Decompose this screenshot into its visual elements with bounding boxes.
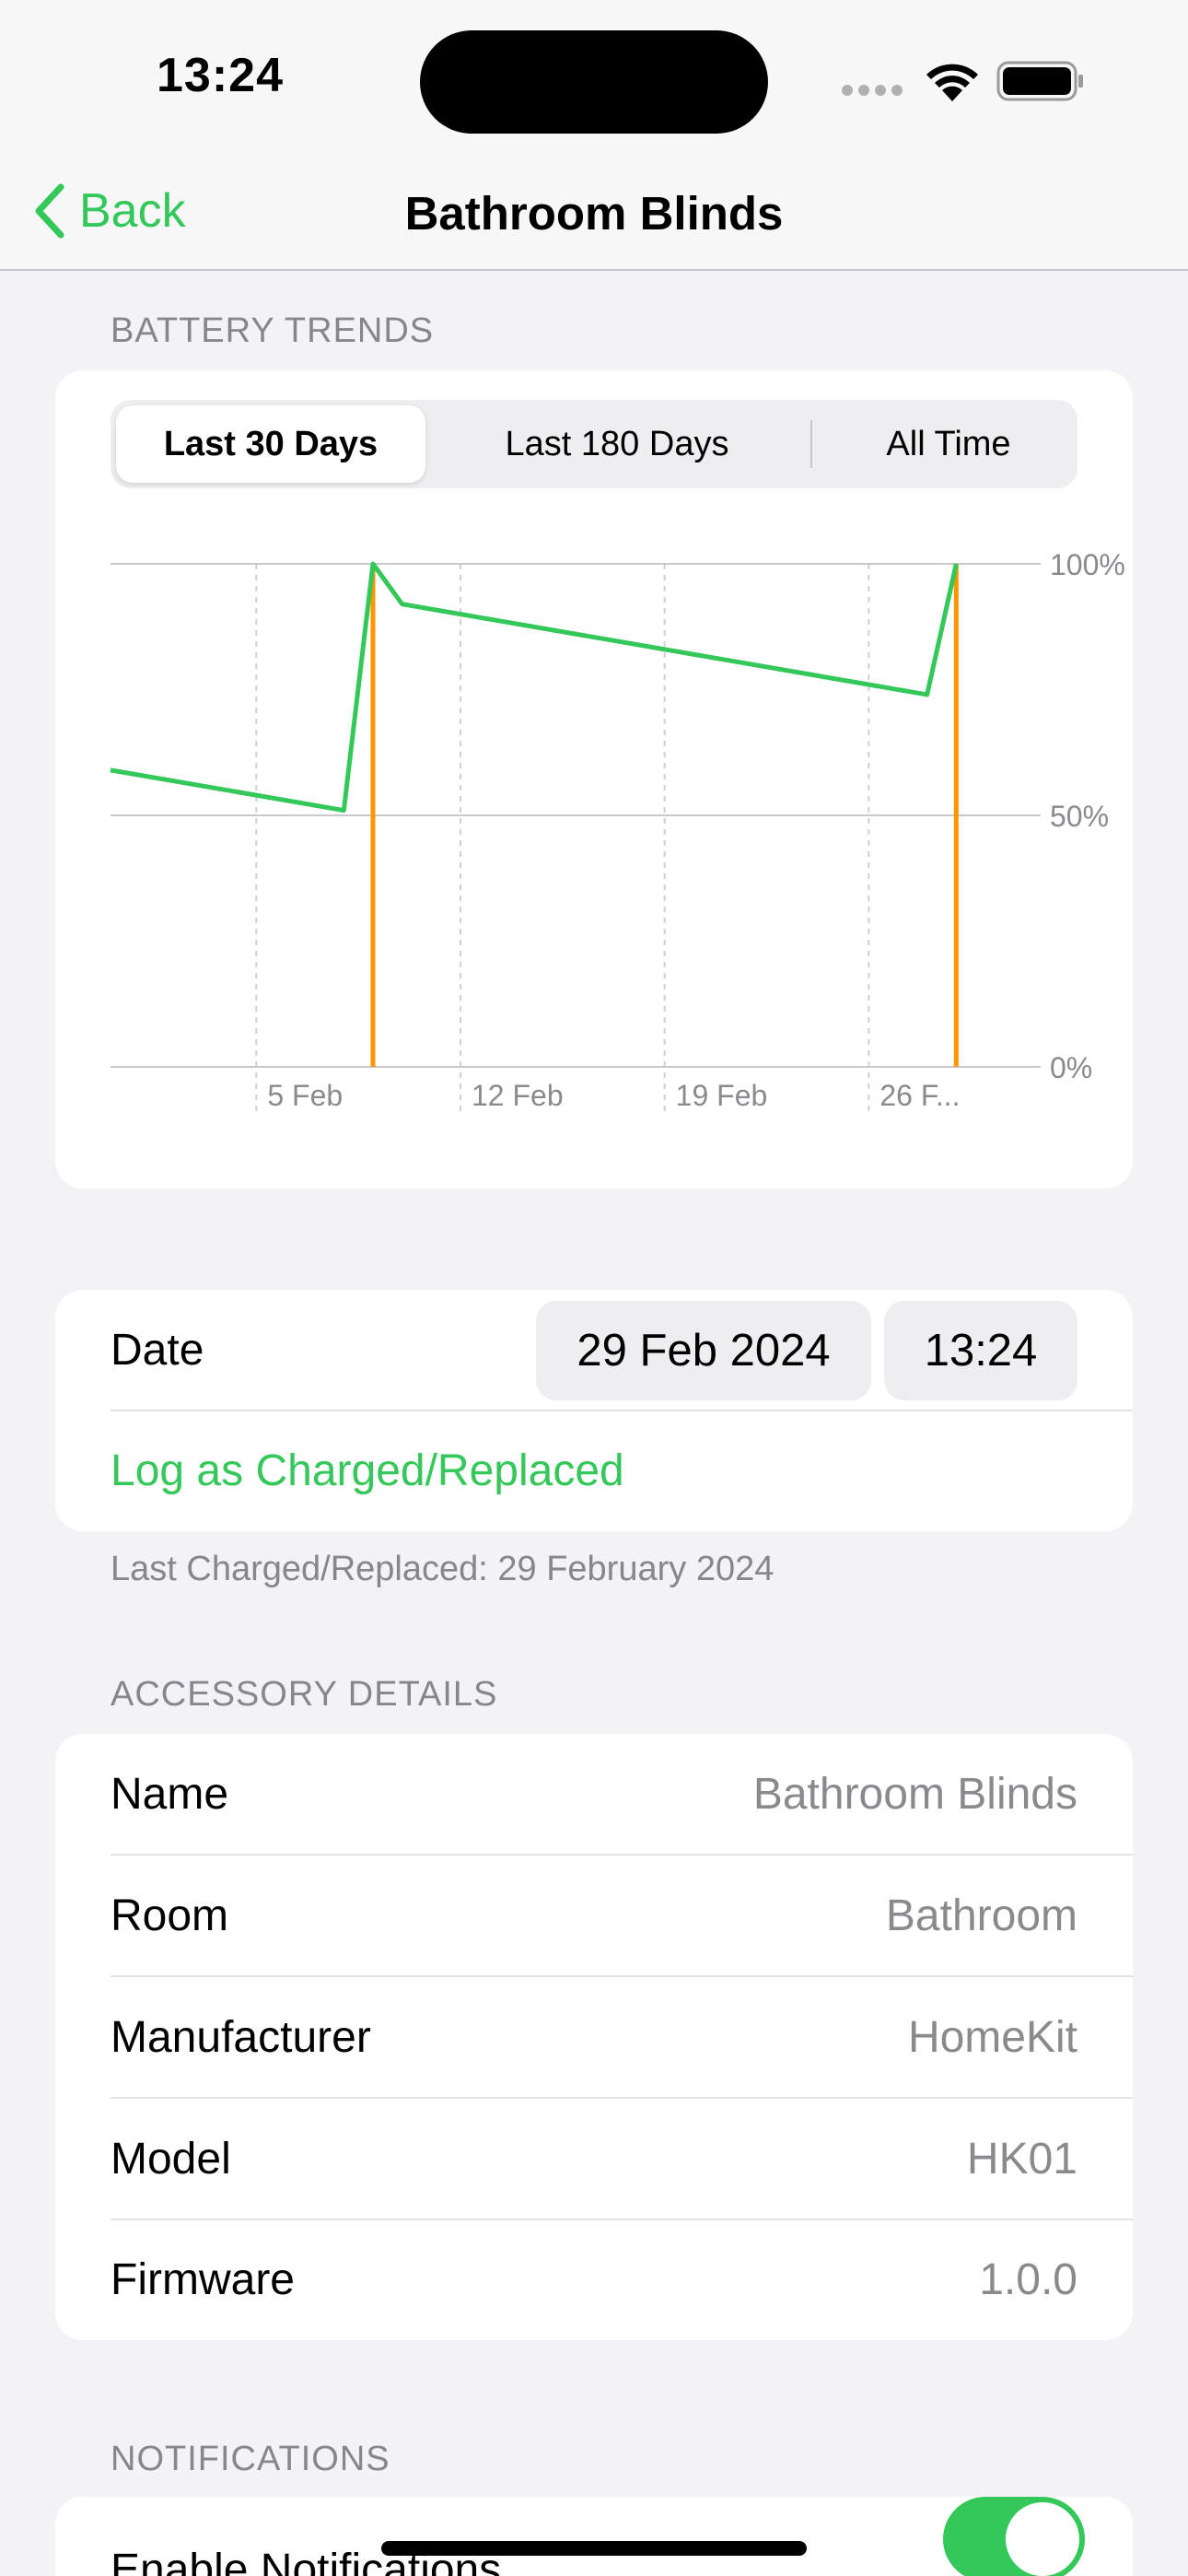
detail-row-firmware: Firmware 1.0.0 bbox=[55, 2220, 1133, 2340]
detail-value: HK01 bbox=[966, 2135, 1077, 2184]
notifications-header: NOTIFICATIONS bbox=[111, 2440, 390, 2478]
detail-row-manufacturer: Manufacturer HomeKit bbox=[55, 1977, 1133, 2099]
y-tick-label: 0% bbox=[1050, 1051, 1092, 1084]
toggle-knob bbox=[1006, 2502, 1079, 2576]
detail-label: Model bbox=[111, 2135, 231, 2184]
y-tick-label: 50% bbox=[1050, 800, 1109, 833]
time-range-segmented-control: Last 30 Days Last 180 Days All Time bbox=[111, 400, 1077, 488]
wifi-icon bbox=[926, 64, 978, 101]
row-separator bbox=[111, 1854, 1133, 1856]
detail-value: HomeKit bbox=[907, 2013, 1077, 2062]
cellular-signal-icon bbox=[842, 85, 903, 96]
time-picker-button[interactable]: 13:24 bbox=[884, 1301, 1077, 1400]
accessory-details-card: Name Bathroom Blinds Room Bathroom Manuf… bbox=[55, 1734, 1133, 2340]
battery-trends-card: Last 30 Days Last 180 Days All Time 5 Fe… bbox=[55, 370, 1133, 1188]
detail-row-room: Room Bathroom bbox=[55, 1856, 1133, 1977]
battery-trends-header: BATTERY TRENDS bbox=[111, 311, 435, 350]
detail-label: Name bbox=[111, 1770, 229, 1819]
x-tick-label: 12 Feb bbox=[472, 1079, 564, 1112]
segment-selection-indicator bbox=[116, 405, 425, 483]
detail-value: Bathroom Blinds bbox=[752, 1770, 1077, 1819]
detail-row-model: Model HK01 bbox=[55, 2099, 1133, 2220]
back-label: Back bbox=[79, 184, 186, 238]
x-tick-label: 26 F... bbox=[879, 1079, 960, 1112]
row-separator bbox=[111, 2097, 1133, 2099]
row-separator bbox=[111, 2219, 1133, 2220]
log-card: Date 29 Feb 2024 13:24 Log as Charged/Re… bbox=[55, 1290, 1133, 1531]
navigation-bar: Back Bathroom Blinds bbox=[0, 157, 1188, 271]
y-tick-label: 100% bbox=[1050, 548, 1125, 581]
status-time: 13:24 bbox=[157, 49, 284, 102]
detail-label: Room bbox=[111, 1891, 229, 1940]
x-tick-label: 5 Feb bbox=[267, 1079, 343, 1112]
last-charged-note: Last Charged/Replaced: 29 February 2024 bbox=[111, 1550, 775, 1588]
date-picker-button[interactable]: 29 Feb 2024 bbox=[536, 1301, 871, 1400]
detail-value: 1.0.0 bbox=[979, 2255, 1077, 2304]
home-indicator bbox=[381, 2541, 807, 2556]
row-separator bbox=[111, 1975, 1133, 1977]
segment-divider bbox=[810, 420, 812, 468]
detail-value: Bathroom bbox=[885, 1891, 1077, 1940]
battery-icon bbox=[996, 61, 1083, 101]
x-tick-label: 19 Feb bbox=[676, 1079, 768, 1112]
chevron-left-icon bbox=[35, 183, 64, 239]
detail-label: Manufacturer bbox=[111, 2013, 371, 2062]
date-row: Date 29 Feb 2024 13:24 bbox=[55, 1290, 1133, 1411]
status-bar: 13:24 bbox=[0, 0, 1188, 157]
date-label: Date bbox=[111, 1326, 204, 1375]
accessory-details-header: ACCESSORY DETAILS bbox=[111, 1675, 498, 1714]
log-charged-button[interactable]: Log as Charged/Replaced bbox=[111, 1446, 624, 1495]
battery-level-line bbox=[110, 561, 959, 814]
battery-trend-chart: 5 Feb 12 Feb 19 Feb 26 F... 100% 50% 0% bbox=[110, 548, 1125, 1113]
segment-all-time[interactable]: All Time bbox=[886, 425, 1011, 463]
dynamic-island bbox=[420, 30, 768, 134]
segment-last-180-days[interactable]: Last 180 Days bbox=[505, 425, 729, 463]
back-button[interactable]: Back bbox=[33, 179, 186, 243]
log-charged-row[interactable]: Log as Charged/Replaced bbox=[55, 1411, 1133, 1531]
enable-notifications-toggle[interactable] bbox=[943, 2497, 1085, 2576]
segment-last-30-days[interactable]: Last 30 Days bbox=[163, 425, 379, 463]
row-separator bbox=[111, 1410, 1133, 1411]
detail-label: Firmware bbox=[111, 2255, 295, 2304]
detail-row-name: Name Bathroom Blinds bbox=[55, 1734, 1133, 1856]
